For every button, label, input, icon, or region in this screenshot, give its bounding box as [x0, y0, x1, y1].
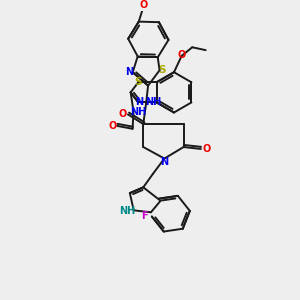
- Text: O: O: [108, 121, 116, 131]
- Text: O: O: [178, 50, 186, 60]
- Text: N: N: [135, 98, 143, 107]
- Text: N: N: [125, 67, 133, 77]
- Text: S: S: [159, 65, 166, 75]
- Text: NH: NH: [145, 97, 161, 107]
- Text: NH: NH: [119, 206, 135, 216]
- Text: O: O: [118, 110, 126, 119]
- Text: F: F: [141, 211, 148, 220]
- Text: S: S: [135, 77, 142, 87]
- Text: O: O: [140, 0, 148, 10]
- Text: N: N: [160, 158, 169, 167]
- Text: NH: NH: [130, 107, 146, 118]
- Text: O: O: [202, 144, 211, 154]
